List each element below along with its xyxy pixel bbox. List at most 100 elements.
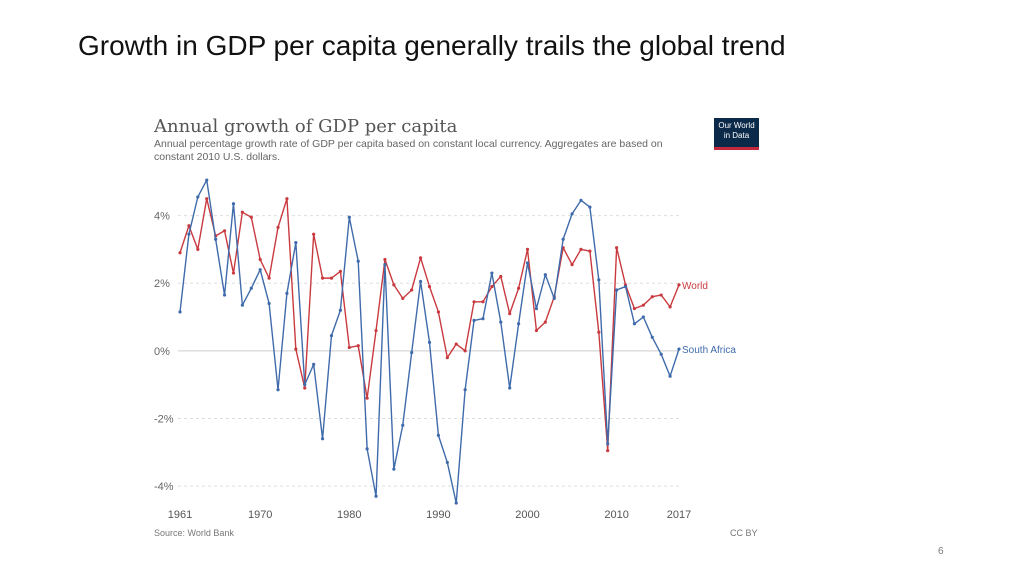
south-africa-point	[383, 263, 387, 267]
world-point	[606, 448, 610, 453]
south-africa-point	[525, 261, 530, 265]
south-africa-point	[597, 278, 601, 282]
x-tick-label: 1970	[248, 509, 272, 521]
world-point	[427, 284, 432, 289]
world-point	[641, 303, 645, 307]
x-tick-label: 2017	[667, 509, 691, 521]
world-point	[187, 224, 191, 228]
south-africa-point	[650, 335, 654, 339]
south-africa-point	[472, 318, 476, 323]
world-point	[525, 247, 530, 251]
south-africa-point	[231, 202, 236, 206]
south-africa-point	[320, 437, 325, 441]
world-point	[570, 263, 574, 267]
south-africa-point	[347, 215, 351, 219]
south-africa-point	[205, 178, 209, 182]
south-africa-point	[392, 467, 396, 471]
south-africa-point	[401, 423, 405, 427]
world-point	[543, 320, 547, 324]
world-point	[258, 257, 262, 262]
south-africa-point	[668, 374, 672, 378]
world-point	[347, 345, 351, 350]
south-africa-point	[178, 310, 182, 314]
chart-subtitle: Annual percentage growth rate of GDP per…	[154, 138, 663, 163]
world-point	[267, 276, 271, 280]
south-africa-point	[641, 315, 645, 319]
world-point	[481, 300, 485, 304]
south-africa-point	[490, 271, 494, 275]
south-africa-series-label: South Africa	[682, 345, 736, 356]
world-point	[178, 251, 182, 255]
y-tick-label: -2%	[154, 413, 174, 425]
south-africa-point	[436, 433, 441, 437]
south-africa-point	[249, 286, 253, 290]
south-africa-point	[258, 268, 262, 272]
series-layer	[178, 178, 681, 505]
world-point	[508, 312, 512, 316]
south-africa-point	[677, 347, 681, 351]
south-africa-point	[543, 273, 547, 277]
world-point	[196, 247, 200, 251]
south-africa-point	[303, 383, 307, 387]
world-point	[303, 386, 307, 390]
south-africa-point	[285, 291, 289, 295]
slide-title: Growth in GDP per capita generally trail…	[78, 30, 786, 61]
x-tick-label: 2010	[604, 509, 628, 521]
world-point	[249, 215, 253, 219]
world-point	[615, 246, 619, 250]
world-point	[632, 306, 637, 311]
south-africa-point	[499, 320, 503, 324]
south-africa-point	[623, 284, 628, 289]
south-africa-point	[294, 241, 298, 245]
world-point	[597, 330, 601, 334]
y-tick-label: 4%	[154, 211, 170, 223]
south-africa-point	[312, 362, 316, 366]
world-point	[222, 229, 227, 233]
world-point	[534, 328, 539, 333]
world-point	[650, 295, 654, 299]
south-africa-point	[356, 259, 360, 263]
south-africa-point	[214, 237, 218, 241]
world-point	[588, 249, 592, 253]
south-africa-point	[481, 317, 485, 321]
south-africa-point	[445, 460, 449, 465]
logo-line-2: in Data	[723, 130, 750, 140]
south-africa-point	[418, 279, 423, 284]
world-point	[329, 276, 334, 280]
world-point	[410, 288, 414, 292]
south-africa-point	[517, 322, 521, 326]
south-africa-point	[659, 352, 663, 356]
page-number: 6	[938, 546, 944, 557]
logo-line-1: Our World	[718, 121, 755, 130]
south-africa-point	[240, 303, 244, 307]
x-tick-label: 1980	[337, 509, 361, 521]
south-africa-point	[276, 388, 280, 392]
label-layer: 4% 2% 0% -2% -4% 1961 1970 1980 1990 2000 2010 2017…	[154, 211, 736, 521]
world-point	[392, 283, 396, 287]
south-africa-point	[222, 293, 227, 297]
grid-layer	[178, 215, 679, 487]
license-link[interactable]: CC BY	[730, 528, 758, 538]
south-africa-point	[187, 232, 191, 236]
south-africa-point	[374, 494, 378, 498]
our-world-in-data-logo[interactable]: Our World in Data	[714, 118, 759, 150]
south-africa-point	[454, 501, 458, 505]
south-africa-point	[463, 388, 467, 392]
south-africa-point	[196, 195, 200, 199]
south-africa-point	[579, 198, 583, 202]
world-point	[320, 276, 325, 280]
y-tick-label: 0%	[154, 346, 170, 358]
world-point	[668, 305, 672, 309]
world-point	[490, 284, 494, 289]
world-series-label: World	[682, 281, 708, 292]
world-point	[205, 197, 209, 201]
world-point	[418, 256, 423, 260]
x-tick-label: 1990	[426, 509, 450, 521]
south-africa-point	[606, 442, 610, 446]
south-africa-point	[410, 350, 414, 355]
south-africa-point	[267, 301, 271, 306]
world-point	[276, 225, 280, 230]
south-africa-point	[329, 334, 334, 338]
world-point	[436, 310, 441, 314]
